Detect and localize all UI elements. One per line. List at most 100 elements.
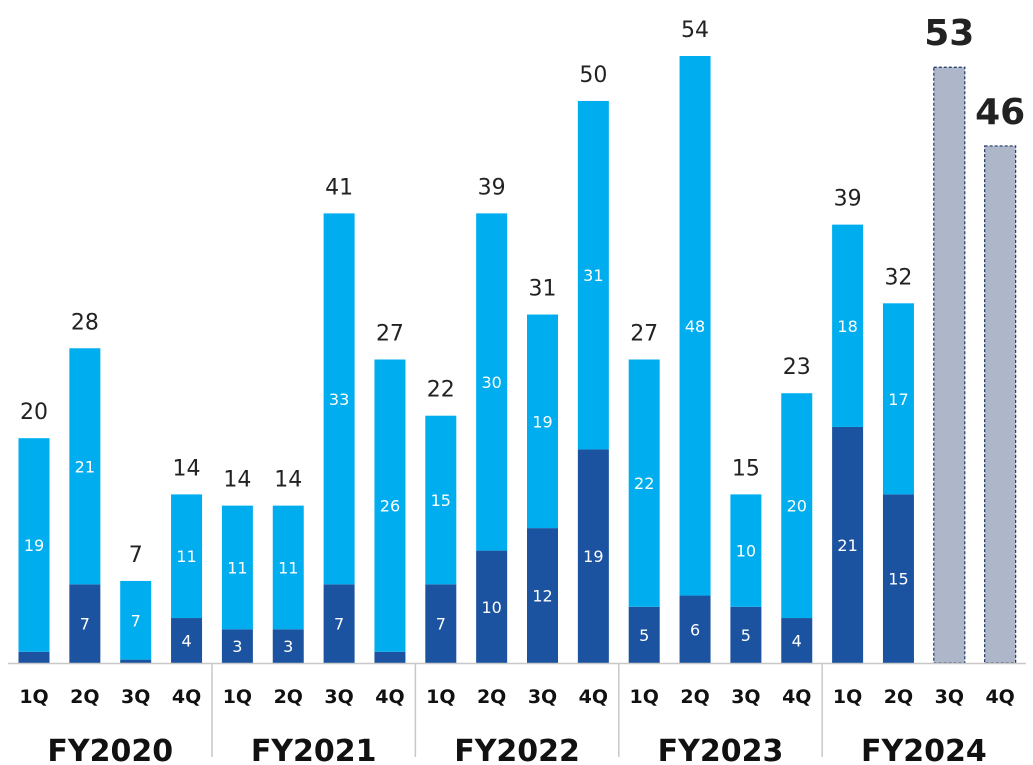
bar-segment-dark [679, 595, 711, 663]
bar-value-label-dark: 7 [436, 615, 446, 634]
bar-total-label: 54 [681, 18, 709, 43]
bar-total-label: 39 [834, 187, 862, 212]
bar-total-label: 39 [478, 175, 506, 200]
bar-value-label-light: 11 [176, 547, 196, 566]
bar-segment-light [577, 100, 609, 450]
bar-segment-dark [730, 606, 762, 663]
bar-segment-dark [476, 550, 508, 663]
bar-total-label: 20 [20, 400, 48, 425]
bar-total-label: 32 [884, 265, 912, 290]
bar-value-label-dark: 3 [283, 637, 293, 656]
bar-value-label-light: 19 [24, 536, 44, 555]
forecast-bar [984, 145, 1017, 664]
fiscal-year-label: FY2020 [47, 734, 173, 765]
bar-segment-light [272, 505, 304, 630]
bar-segment-light [425, 415, 457, 585]
bar-value-label-light: 26 [380, 497, 400, 516]
bar-value-label-dark: 7 [334, 615, 344, 634]
forecast-total-label: 53 [924, 13, 974, 54]
bar-value-label-light: 20 [787, 497, 807, 516]
bar-value-label-dark: 5 [741, 626, 751, 645]
forecast-total-label: 46 [975, 92, 1025, 133]
bar-value-label-light: 15 [431, 491, 451, 510]
bar-total-label: 15 [732, 456, 760, 481]
bar-value-label-dark: 4 [792, 632, 802, 651]
bar-segment-dark [69, 584, 101, 663]
bar-value-label-light: 21 [75, 457, 95, 476]
quarter-tick-label: 1Q [19, 686, 48, 708]
quarter-tick-label: 2Q [70, 686, 99, 708]
bar-value-label-dark: 4 [181, 632, 191, 651]
bar-segment-light [527, 314, 558, 529]
bar-segment-light [221, 505, 253, 630]
bar-value-label-light: 10 [736, 542, 756, 561]
bar-total-label: 50 [579, 63, 607, 88]
bar-total-label: 41 [325, 175, 353, 200]
bar-segment-light [781, 393, 813, 619]
bar-value-label-dark: 19 [583, 547, 603, 566]
bar-segment-light [18, 438, 50, 652]
quarter-tick-label: 3Q [935, 686, 964, 708]
bar-segment-dark [272, 629, 304, 663]
bar-value-label-light: 7 [131, 611, 141, 630]
bar-value-label-light: 30 [481, 373, 501, 392]
bar-total-label: 14 [274, 468, 302, 493]
bar-total-label: 22 [427, 378, 455, 403]
bar-segment-dark [628, 606, 660, 663]
forecast-bar [933, 66, 966, 664]
bar-segment-dark [882, 494, 914, 663]
bar-total-label: 14 [173, 456, 201, 481]
bar-segment-dark [374, 651, 406, 663]
quarter-tick-label: 4Q [782, 686, 811, 708]
bar-segment-dark [832, 426, 864, 663]
quarter-tick-label: 1Q [630, 686, 659, 708]
bar-segment-dark [425, 584, 457, 663]
quarter-tick-label: 1Q [833, 686, 862, 708]
bar-value-label-light: 17 [888, 390, 908, 409]
bar-value-label-dark: 12 [532, 587, 552, 606]
bar-segment-light [120, 580, 152, 660]
bar-segment-light [679, 56, 711, 596]
bar-value-label-light: 11 [278, 558, 298, 577]
bar-value-label-dark: 15 [888, 570, 908, 589]
bar-value-label-dark: 3 [232, 637, 242, 656]
bar-segment-light [476, 213, 508, 551]
bar-segment-light [323, 213, 355, 585]
bar-segment-dark [323, 584, 355, 663]
quarter-tick-label: 3Q [121, 686, 150, 708]
bar-value-label-dark: 21 [837, 536, 857, 555]
quarter-tick-label: 4Q [985, 686, 1014, 708]
bar-segment-dark [120, 659, 152, 663]
quarter-tick-label: 4Q [579, 686, 608, 708]
bar-segment-dark [18, 651, 50, 663]
bar-segment-dark [171, 618, 203, 663]
bar-total-label: 31 [529, 277, 557, 302]
fiscal-year-label: FY2022 [454, 734, 580, 765]
quarter-tick-label: 2Q [680, 686, 709, 708]
bar-value-label-light: 33 [329, 390, 349, 409]
bar-value-label-light: 18 [837, 317, 857, 336]
quarter-tick-label: 2Q [477, 686, 506, 708]
bar-value-label-dark: 5 [639, 626, 649, 645]
fiscal-year-label: FY2021 [251, 734, 377, 765]
bar-value-label-dark: 10 [481, 598, 501, 617]
bar-segment-light [69, 348, 101, 585]
bar-total-label: 14 [223, 468, 251, 493]
bar-total-label: 28 [71, 310, 99, 335]
quarter-tick-label: 1Q [223, 686, 252, 708]
bar-segment-dark [527, 528, 558, 663]
bar-value-label-light: 31 [583, 266, 603, 285]
bar-total-label: 23 [783, 355, 811, 380]
fiscal-year-label: FY2023 [658, 734, 784, 765]
bar-value-label-light: 19 [532, 412, 552, 431]
bar-segment-light [832, 224, 864, 427]
quarter-tick-label: 2Q [884, 686, 913, 708]
bar-segment-light [882, 303, 914, 495]
bar-total-label: 27 [630, 322, 658, 347]
bar-total-label: 7 [129, 543, 143, 568]
quarter-tick-label: 3Q [731, 686, 760, 708]
bar-value-label-dark: 7 [80, 615, 90, 634]
bar-segment-light [628, 359, 660, 607]
quarter-tick-label: 3Q [324, 686, 353, 708]
